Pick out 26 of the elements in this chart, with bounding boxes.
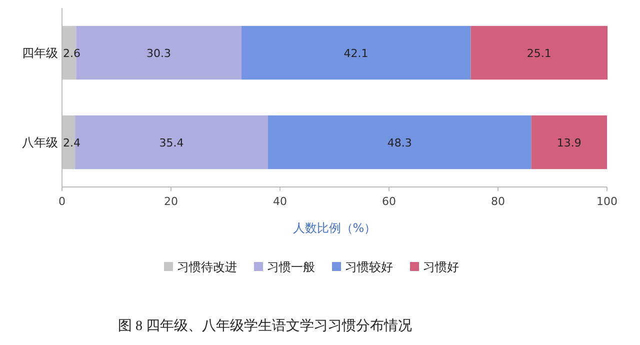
y-tick-label: 八年级 <box>22 135 58 150</box>
data-label: 48.3 <box>387 136 412 150</box>
x-tick-label: 0 <box>58 195 66 208</box>
y-tick-label: 四年级 <box>22 46 58 60</box>
legend-label: 习惯好 <box>423 260 459 274</box>
data-label: 25.1 <box>526 46 552 60</box>
legend-label: 习惯较好 <box>345 260 393 274</box>
bar <box>470 26 608 80</box>
data-label: 35.4 <box>159 136 184 150</box>
caption: 图 8 四年级、八年级学生语文学习习惯分布情况 <box>118 318 412 334</box>
bar <box>268 115 532 170</box>
data-label: 13.9 <box>556 136 582 150</box>
x-axis-title: 人数比例（%） <box>292 221 376 235</box>
bar <box>531 115 607 170</box>
data-label: 2.6 <box>63 46 80 60</box>
x-tick-label: 100 <box>596 195 618 208</box>
data-label: 42.1 <box>344 46 368 60</box>
bar <box>241 26 471 80</box>
x-tick-label: 80 <box>491 195 505 208</box>
x-tick-label: 20 <box>164 195 178 208</box>
data-label: 30.3 <box>146 46 171 60</box>
data-label: 2.4 <box>63 136 80 150</box>
legend-label: 习惯待改进 <box>177 260 237 274</box>
legend-label: 习惯一般 <box>267 260 315 274</box>
x-tick-label: 40 <box>273 195 287 208</box>
x-tick-label: 60 <box>382 195 396 208</box>
